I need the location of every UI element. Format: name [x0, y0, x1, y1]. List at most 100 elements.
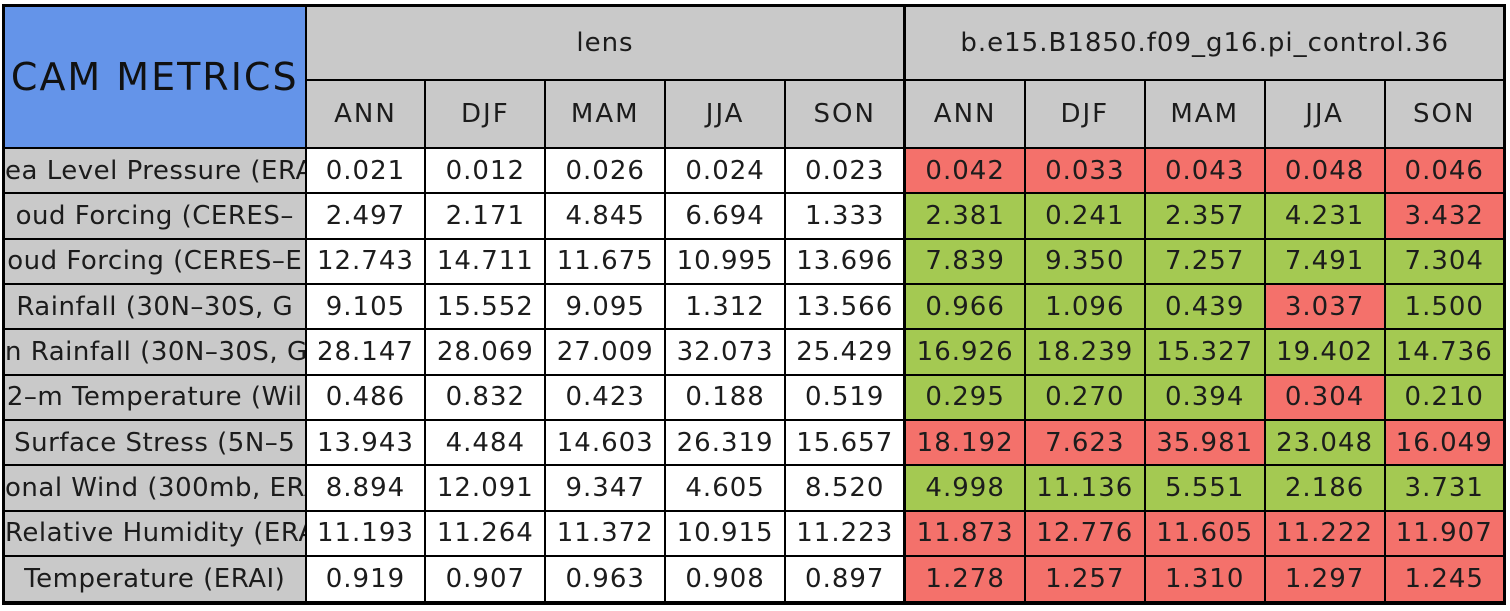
season-header-lens-ann: ANN [304, 79, 427, 149]
table-title: CAM METRICS [2, 4, 307, 149]
lens-value-cell: 14.711 [424, 237, 547, 286]
control-value-cell: 0.304 [1263, 373, 1386, 422]
control-value-cell: 1.297 [1263, 555, 1386, 604]
lens-value-cell: 1.312 [664, 283, 787, 331]
table-row: oud Forcing (CERES–E 12.743 14.711 11.675 10… [2, 237, 1506, 286]
control-value-cell: 14.736 [1383, 328, 1506, 376]
lens-value-cell: 25.429 [784, 328, 906, 376]
season-header-control-jja: JJA [1263, 79, 1386, 149]
season-header-lens-mam: MAM [544, 79, 667, 149]
table-row: 2–m Temperature (Wil 0.486 0.832 0.423 0.188… [2, 373, 1506, 422]
control-value-cell: 11.873 [903, 509, 1026, 558]
control-value-cell: 3.731 [1383, 464, 1506, 512]
control-value-cell: 1.500 [1383, 283, 1506, 331]
row-label: n Rainfall (30N–30S, G [2, 328, 307, 376]
control-value-cell: 0.966 [903, 283, 1026, 331]
lens-value-cell: 11.264 [424, 509, 547, 558]
control-value-cell: 19.402 [1263, 328, 1386, 376]
lens-value-cell: 4.605 [664, 464, 787, 512]
control-value-cell: 0.295 [903, 373, 1026, 422]
row-label: 2–m Temperature (Wil [2, 373, 307, 422]
season-header-lens-son: SON [784, 79, 906, 149]
lens-value-cell: 0.919 [304, 555, 427, 604]
lens-value-cell: 15.552 [424, 283, 547, 331]
control-value-cell: 3.432 [1383, 192, 1506, 240]
season-header-row: ANN DJF MAM JJA SON ANN DJF MAM JJA SON [4, 79, 1506, 149]
row-label: Relative Humidity (ERAI [2, 509, 307, 558]
lens-value-cell: 27.009 [544, 328, 667, 376]
lens-value-cell: 0.188 [664, 373, 787, 422]
control-value-cell: 35.981 [1143, 419, 1266, 467]
control-value-cell: 11.605 [1143, 509, 1266, 558]
lens-value-cell: 0.023 [784, 146, 906, 195]
control-value-cell: 7.257 [1143, 237, 1266, 286]
control-value-cell: 2.186 [1263, 464, 1386, 512]
control-value-cell: 11.136 [1023, 464, 1146, 512]
lens-value-cell: 0.024 [664, 146, 787, 195]
control-value-cell: 2.381 [903, 192, 1026, 240]
season-header-lens-djf: DJF [424, 79, 547, 149]
lens-value-cell: 4.484 [424, 419, 547, 467]
lens-value-cell: 11.675 [544, 237, 667, 286]
table-row: n Rainfall (30N–30S, G 28.147 28.069 27.009… [2, 328, 1506, 376]
table-row: ea Level Pressure (ERA 0.021 0.012 0.026 0.0… [2, 146, 1506, 195]
lens-value-cell: 14.603 [544, 419, 667, 467]
control-value-cell: 5.551 [1143, 464, 1266, 512]
control-value-cell: 16.926 [903, 328, 1026, 376]
control-value-cell: 7.839 [903, 237, 1026, 286]
row-label: Rainfall (30N–30S, G [2, 283, 307, 331]
lens-value-cell: 0.832 [424, 373, 547, 422]
row-label: Surface Stress (5N–5 [2, 419, 307, 467]
lens-value-cell: 8.894 [304, 464, 427, 512]
control-value-cell: 7.623 [1023, 419, 1146, 467]
lens-value-cell: 10.995 [664, 237, 787, 286]
control-value-cell: 7.491 [1263, 237, 1386, 286]
row-label: oud Forcing (CERES–E [2, 237, 307, 286]
lens-value-cell: 13.943 [304, 419, 427, 467]
control-value-cell: 1.310 [1143, 555, 1266, 604]
lens-value-cell: 0.021 [304, 146, 427, 195]
control-value-cell: 0.033 [1023, 146, 1146, 195]
control-value-cell: 3.037 [1263, 283, 1386, 331]
lens-value-cell: 11.193 [304, 509, 427, 558]
lens-value-cell: 28.147 [304, 328, 427, 376]
lens-value-cell: 0.026 [544, 146, 667, 195]
lens-value-cell: 15.657 [784, 419, 906, 467]
control-value-cell: 0.046 [1383, 146, 1506, 195]
lens-value-cell: 0.908 [664, 555, 787, 604]
lens-value-cell: 26.319 [664, 419, 787, 467]
lens-value-cell: 6.694 [664, 192, 787, 240]
lens-value-cell: 8.520 [784, 464, 906, 512]
control-value-cell: 0.394 [1143, 373, 1266, 422]
lens-value-cell: 11.372 [544, 509, 667, 558]
control-value-cell: 0.241 [1023, 192, 1146, 240]
control-value-cell: 23.048 [1263, 419, 1386, 467]
lens-value-cell: 9.095 [544, 283, 667, 331]
control-value-cell: 0.048 [1263, 146, 1386, 195]
row-label: onal Wind (300mb, ERA [2, 464, 307, 512]
lens-value-cell: 12.743 [304, 237, 427, 286]
control-value-cell: 18.192 [903, 419, 1026, 467]
season-header-control-son: SON [1383, 79, 1506, 149]
control-value-cell: 16.049 [1383, 419, 1506, 467]
lens-value-cell: 0.012 [424, 146, 547, 195]
lens-value-cell: 4.845 [544, 192, 667, 240]
control-value-cell: 7.304 [1383, 237, 1506, 286]
lens-value-cell: 9.105 [304, 283, 427, 331]
lens-value-cell: 1.333 [784, 192, 906, 240]
control-value-cell: 1.257 [1023, 555, 1146, 604]
season-header-control-ann: ANN [903, 79, 1026, 149]
control-value-cell: 15.327 [1143, 328, 1266, 376]
metrics-table: CAM METRICS lens b.e15.B1850.f09_g16.pi_… [2, 4, 1506, 605]
row-label: Temperature (ERAI) [2, 555, 307, 604]
table-row: Rainfall (30N–30S, G 9.105 15.552 9.095 1.31… [2, 283, 1506, 331]
control-value-cell: 0.439 [1143, 283, 1266, 331]
lens-value-cell: 13.696 [784, 237, 906, 286]
control-value-cell: 2.357 [1143, 192, 1266, 240]
lens-value-cell: 0.907 [424, 555, 547, 604]
control-value-cell: 1.096 [1023, 283, 1146, 331]
control-value-cell: 18.239 [1023, 328, 1146, 376]
table-row: Surface Stress (5N–5 13.943 4.484 14.603 26.… [2, 419, 1506, 467]
season-header-control-djf: DJF [1023, 79, 1146, 149]
